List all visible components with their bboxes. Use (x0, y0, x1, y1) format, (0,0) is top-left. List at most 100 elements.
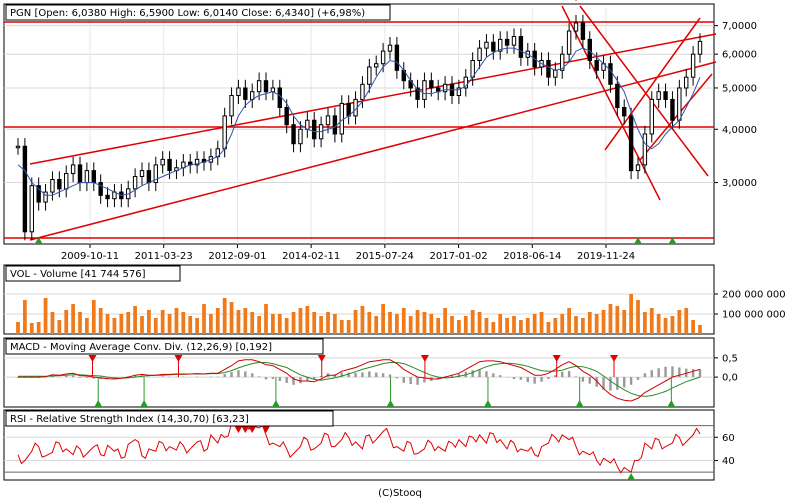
rsi-y-ticks: 60 40 (714, 433, 735, 467)
volume-bar (615, 306, 620, 334)
volume-bar (525, 318, 530, 334)
candle-body (442, 83, 448, 93)
candle-body (291, 124, 296, 145)
volume-bar (23, 300, 27, 334)
candle-body (642, 133, 648, 166)
macd-sell-arrow-icon (610, 355, 619, 362)
volume-bar (195, 318, 199, 334)
candle-body (394, 44, 400, 71)
volume-bar (691, 320, 695, 334)
rsi-line (17, 417, 701, 474)
volume-bar (64, 310, 69, 334)
volume-bar (271, 314, 275, 334)
candle-body (684, 76, 689, 89)
volume-bar (29, 323, 34, 334)
candle-body (622, 106, 627, 117)
price-x-tick-label: 2009-10-11 (61, 251, 119, 262)
volume-bar (78, 312, 82, 334)
buy-arrow-icon (34, 237, 43, 244)
volume-bar (560, 314, 565, 334)
footer-credit: (C)Stooq (378, 488, 422, 499)
candle-body (236, 87, 241, 97)
macd-label: MACD - Moving Average Conv. Div. (12,26,… (10, 342, 272, 353)
volume-bar (236, 310, 241, 334)
volume-bar (401, 308, 406, 334)
volume-bar (222, 298, 227, 334)
macd-buy-arrow-icon (575, 400, 584, 407)
rsi-sell-arrow-icon (248, 426, 257, 433)
price-trend-lines (4, 5, 717, 241)
volume-bar (388, 312, 392, 334)
candle-body (50, 179, 55, 193)
candle-body (697, 40, 703, 55)
candle-body (477, 47, 482, 61)
candle-body (15, 145, 21, 149)
trend-line (639, 73, 713, 161)
candle-body (566, 30, 572, 55)
volume-label-box (5, 265, 181, 282)
trend-line (29, 33, 717, 165)
volume-bar (147, 310, 151, 334)
macd-buy-arrow-icon (271, 400, 280, 407)
volume-bar (167, 314, 172, 334)
rsi-line-path (17, 417, 701, 474)
volume-bar (484, 318, 489, 334)
price-y-tick-label: 5,0000 (722, 83, 757, 94)
candle-body (587, 38, 592, 61)
macd-buy-arrow-icon (140, 400, 149, 407)
volume-y-tick-label: 100 000 000 (722, 310, 786, 321)
volume-bar (326, 312, 330, 334)
candle-body (332, 115, 338, 135)
candle-body (374, 63, 379, 68)
price-x-tick-label: 2018-06-14 (503, 251, 561, 262)
volume-bar (601, 310, 606, 334)
volume-bar (257, 316, 261, 334)
volume-bar (250, 312, 255, 334)
macd-signal-line (18, 362, 701, 397)
macd-buy-arrow-icon (667, 400, 676, 407)
candle-body (511, 36, 517, 46)
candle-body (222, 115, 227, 150)
candle-body (573, 22, 579, 32)
candle-body (298, 128, 303, 145)
volume-bar (422, 312, 427, 334)
volume-bar (443, 308, 447, 334)
candle-body (77, 164, 83, 184)
volume-bar (408, 316, 413, 334)
candle-body (325, 115, 331, 126)
volume-bar (181, 312, 186, 334)
volume-bar (112, 318, 117, 334)
price-x-tick-label: 2012-09-01 (208, 251, 266, 262)
volume-bar (277, 314, 282, 334)
price-label: PGN [Open: 6,0380 High: 6,5900 Low: 6,01… (10, 8, 365, 19)
macd-buy-arrow-icon (386, 400, 395, 407)
macd-sell-arrow-icon (88, 355, 97, 362)
volume-bar (36, 322, 41, 334)
volume-bar (133, 306, 137, 334)
volume-bar (360, 306, 365, 334)
volume-bars (16, 294, 702, 334)
volume-bar (284, 318, 289, 334)
volume-bar (298, 308, 303, 334)
macd-sell-arrow-icon (317, 355, 326, 362)
rsi-sell-arrow-icon (262, 426, 270, 433)
candle-body (491, 41, 496, 52)
rsi-y-tick-label: 40 (722, 456, 735, 467)
candle-body (312, 119, 317, 140)
volume-bar (629, 294, 633, 334)
volume-bar (581, 318, 585, 334)
macd-sell-arrow-icon (552, 355, 561, 362)
candle-body (70, 164, 76, 175)
moving-average-line (17, 47, 701, 196)
volume-bar (477, 312, 482, 334)
candle-body (553, 69, 558, 78)
price-y-ticks: 3,0000 4,0000 5,0000 6,0000 7,0000 (714, 21, 757, 189)
volume-bar (160, 310, 165, 334)
macd-markers (88, 355, 676, 407)
trend-line (604, 17, 701, 151)
volume-bar (374, 316, 379, 334)
candle-body (615, 83, 620, 108)
candle-body (284, 106, 289, 126)
candle-body (243, 87, 248, 100)
volume-bar (98, 308, 103, 334)
